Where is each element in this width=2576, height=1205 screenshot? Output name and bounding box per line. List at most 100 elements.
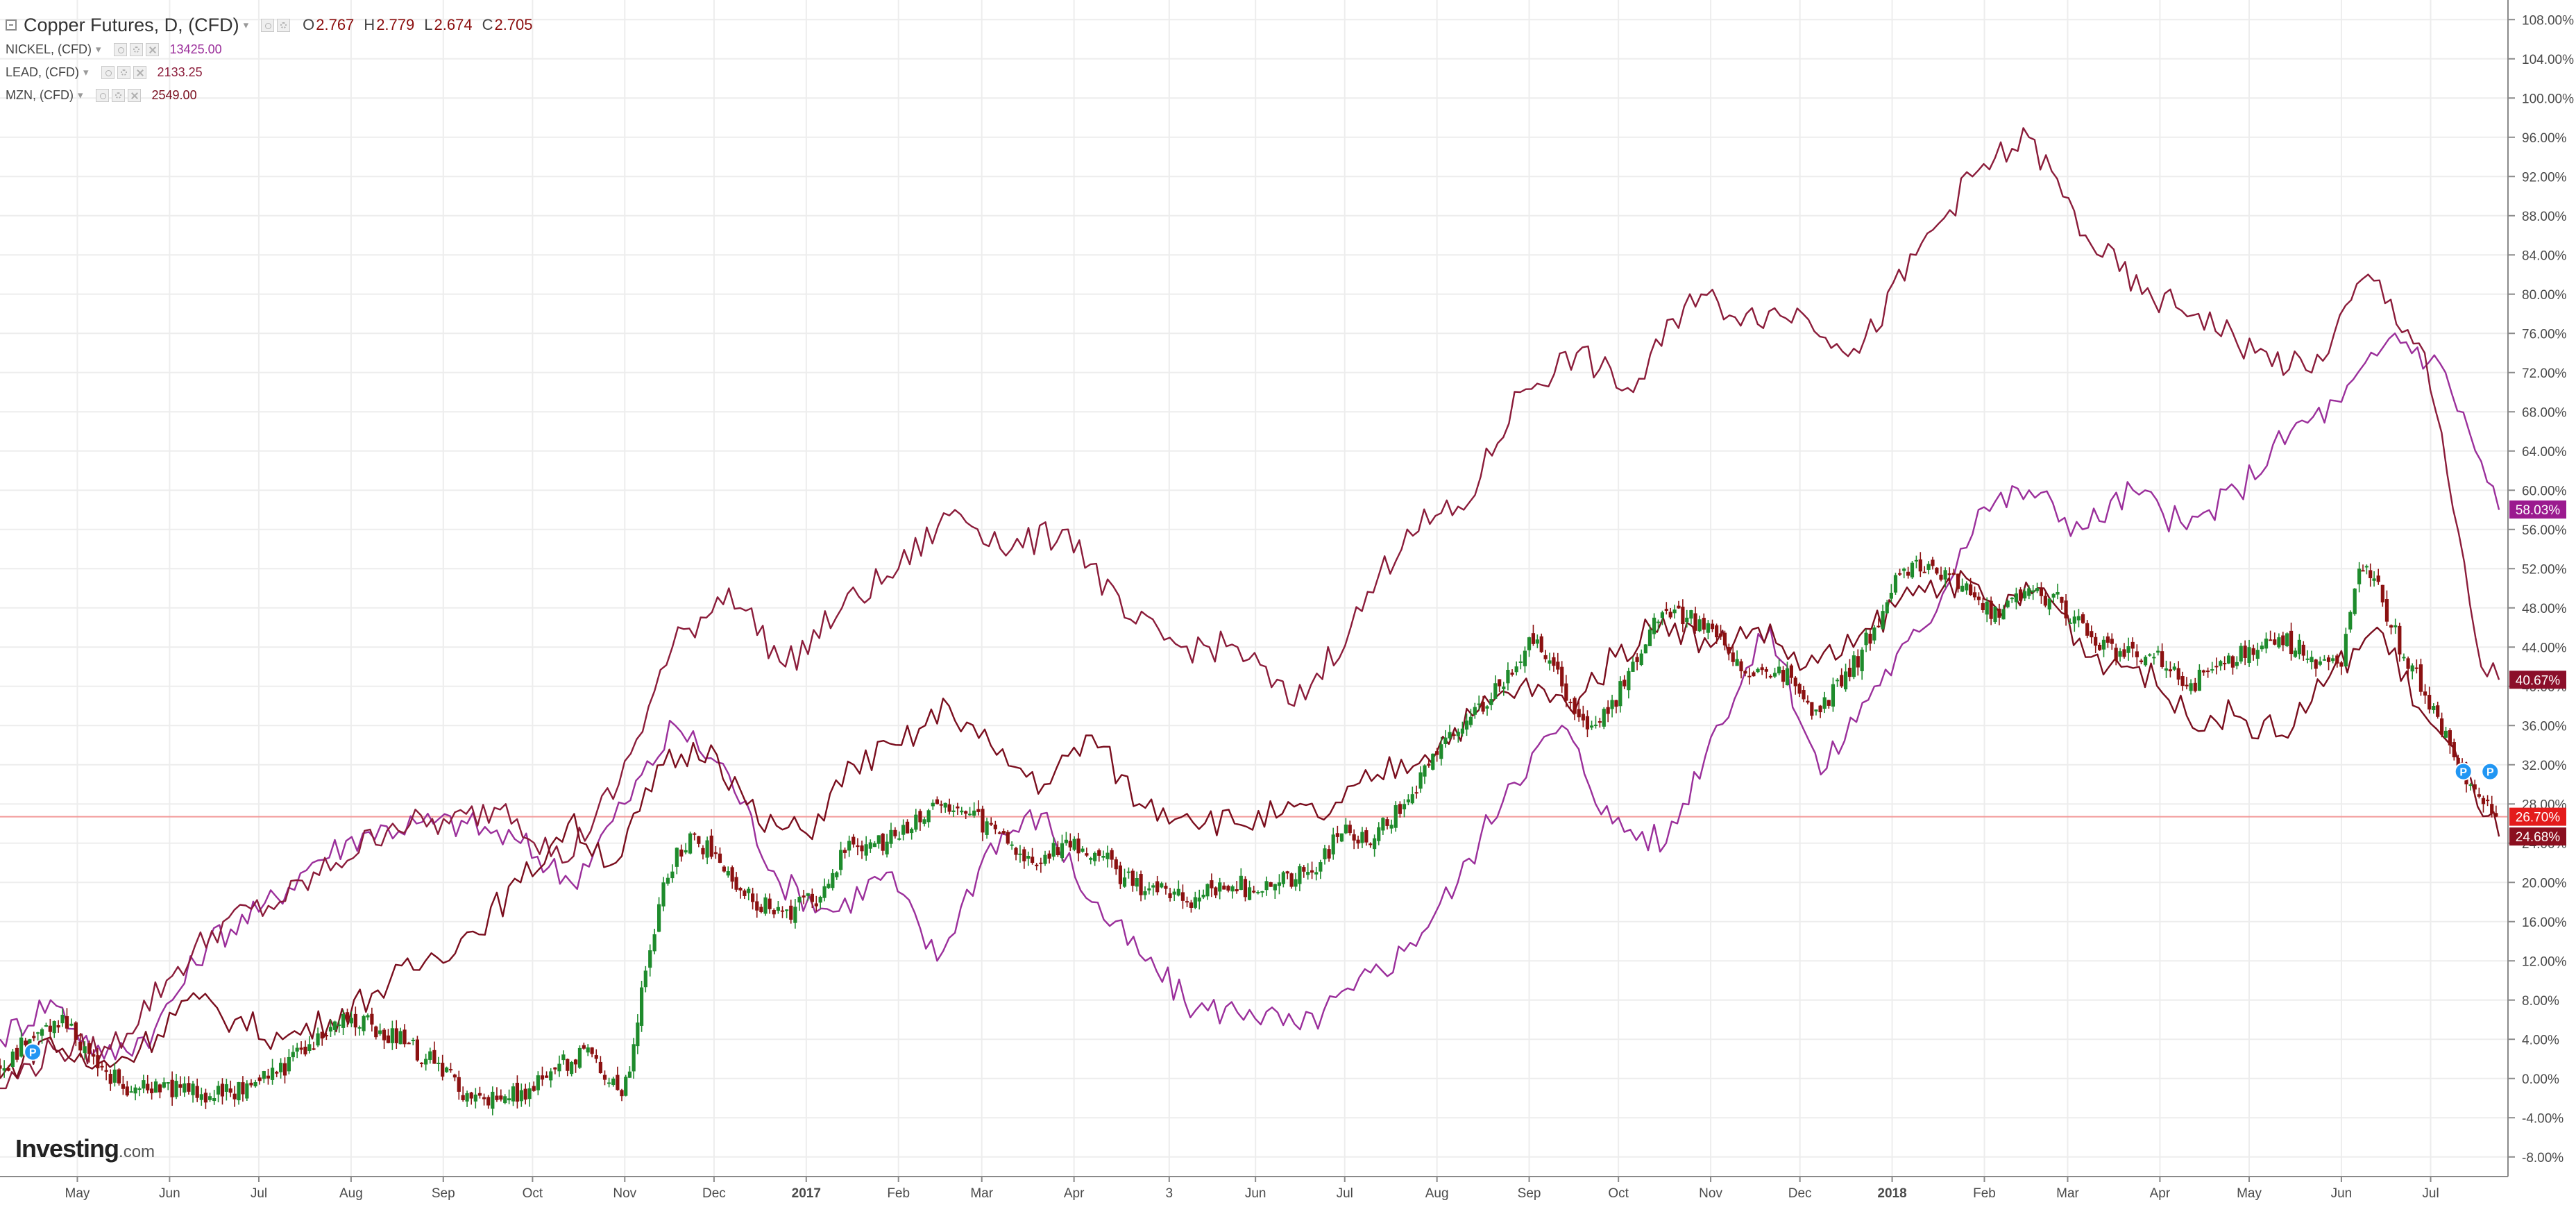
candle-up bbox=[797, 896, 802, 911]
candle-body bbox=[374, 1026, 378, 1038]
candle-body bbox=[6, 1068, 10, 1071]
eye-icon[interactable] bbox=[95, 88, 109, 102]
candle-down bbox=[1789, 664, 1793, 684]
candle-body bbox=[1072, 839, 1076, 850]
candle-body bbox=[1281, 872, 1285, 884]
candle-down bbox=[1076, 832, 1081, 861]
candle-body bbox=[1456, 732, 1460, 736]
y-tick-label: 56.00% bbox=[2522, 523, 2567, 538]
close-icon[interactable] bbox=[133, 65, 146, 79]
event-markers[interactable]: P P P bbox=[24, 762, 2500, 1061]
candle-down bbox=[1931, 557, 1935, 570]
candle-body bbox=[1018, 853, 1022, 855]
candle-body bbox=[2001, 609, 2006, 620]
candle-body bbox=[24, 1040, 28, 1045]
candle-down bbox=[320, 1031, 324, 1046]
candle-up bbox=[885, 834, 889, 858]
caret-down-icon[interactable]: ▾ bbox=[243, 19, 249, 31]
p-marker-icon[interactable]: P bbox=[2481, 762, 2500, 781]
candle-body bbox=[1105, 852, 1110, 859]
candle-body bbox=[324, 1035, 328, 1037]
candle-body bbox=[1672, 609, 1677, 614]
candle-down bbox=[2193, 677, 2197, 693]
candle-down bbox=[220, 1078, 225, 1105]
candle-down bbox=[976, 800, 981, 816]
candle-body bbox=[2105, 636, 2110, 643]
candle-down bbox=[2097, 642, 2102, 651]
candle-body bbox=[1881, 611, 1885, 629]
candle-body bbox=[357, 1027, 362, 1029]
candle-body bbox=[2051, 593, 2056, 598]
candle-body bbox=[1664, 609, 1668, 611]
gear-icon[interactable] bbox=[111, 88, 125, 102]
candle-down bbox=[1356, 835, 1360, 849]
candle-body bbox=[1414, 792, 1418, 794]
candle-down bbox=[722, 865, 726, 873]
gear-icon[interactable] bbox=[129, 42, 143, 56]
candle-body bbox=[951, 810, 956, 812]
candle-down bbox=[989, 817, 993, 827]
candle-body bbox=[993, 824, 997, 829]
candle-body bbox=[1264, 881, 1269, 891]
candle-down bbox=[469, 1091, 473, 1105]
candle-down bbox=[1664, 602, 1668, 615]
candle-up bbox=[2305, 650, 2310, 664]
candle-body bbox=[402, 1029, 407, 1045]
candle-up bbox=[1647, 624, 1652, 646]
y-tick-label: 16.00% bbox=[2522, 916, 2567, 930]
candle-body bbox=[1473, 707, 1477, 715]
candle-down bbox=[956, 802, 960, 815]
candle-down bbox=[275, 1070, 279, 1077]
candle-body bbox=[947, 804, 951, 812]
candle-up bbox=[1843, 664, 1848, 692]
close-icon[interactable] bbox=[127, 88, 141, 102]
candle-body bbox=[1010, 844, 1014, 846]
candle-body bbox=[709, 835, 713, 857]
eye-icon[interactable] bbox=[113, 42, 127, 56]
candle-body bbox=[1481, 702, 1485, 712]
candle-body bbox=[162, 1082, 166, 1088]
gear-icon[interactable] bbox=[277, 18, 291, 32]
candle-down bbox=[178, 1076, 183, 1096]
eye-icon[interactable] bbox=[101, 65, 115, 79]
candle-body bbox=[2197, 669, 2201, 691]
candle-body bbox=[2168, 669, 2173, 672]
caret-down-icon[interactable]: ▾ bbox=[77, 90, 83, 101]
candle-up bbox=[2197, 664, 2201, 691]
close-icon[interactable] bbox=[145, 42, 159, 56]
candle-body bbox=[1589, 725, 1594, 728]
p-marker-icon[interactable]: P bbox=[2454, 762, 2473, 781]
price-label: 24.68% bbox=[2509, 827, 2566, 846]
candle-body bbox=[287, 1056, 291, 1072]
candle-body bbox=[1935, 567, 1939, 574]
candle-up bbox=[2293, 648, 2298, 658]
gear-icon[interactable] bbox=[117, 65, 130, 79]
candle-down bbox=[1564, 675, 1568, 707]
eye-icon[interactable] bbox=[261, 18, 275, 32]
collapse-icon[interactable] bbox=[6, 19, 17, 31]
y-tick-label: 104.00% bbox=[2522, 53, 2574, 67]
candle-body bbox=[112, 1069, 117, 1083]
candle-down bbox=[1598, 718, 1602, 728]
candle-body bbox=[1306, 872, 1310, 875]
candle-body bbox=[2094, 637, 2098, 646]
candle-body bbox=[519, 1090, 523, 1102]
candle-down bbox=[1568, 698, 1573, 711]
caret-down-icon[interactable]: ▾ bbox=[83, 67, 89, 78]
candle-down bbox=[402, 1024, 407, 1047]
candle-body bbox=[2314, 659, 2318, 669]
candle-up bbox=[1860, 647, 1864, 680]
candle-body bbox=[747, 888, 751, 893]
candle-body bbox=[2260, 646, 2264, 650]
candle-body bbox=[407, 1043, 411, 1045]
candle-down bbox=[573, 1059, 578, 1073]
candle-body bbox=[465, 1093, 469, 1102]
candle-body bbox=[432, 1050, 437, 1064]
candle-body bbox=[1101, 856, 1105, 858]
candle-body bbox=[125, 1086, 129, 1096]
caret-down-icon[interactable]: ▾ bbox=[96, 44, 101, 56]
p-marker-icon[interactable]: P bbox=[24, 1043, 42, 1061]
candle-body bbox=[697, 836, 701, 844]
